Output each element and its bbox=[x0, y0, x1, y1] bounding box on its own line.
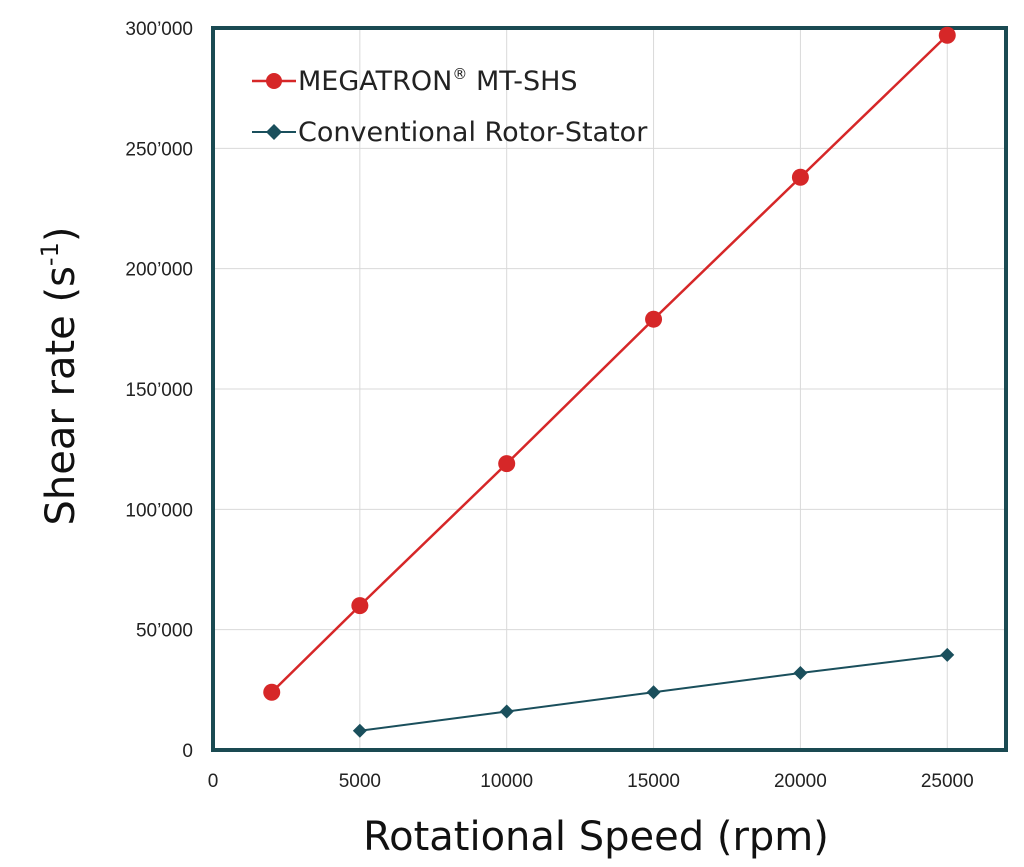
data-point bbox=[793, 665, 808, 680]
series bbox=[263, 26, 956, 738]
legend-label-megatron: MEGATRON® MT-SHS bbox=[298, 65, 578, 97]
data-point bbox=[645, 310, 663, 328]
legend-label-megatron-main: MEGATRON bbox=[298, 66, 452, 97]
legend: MEGATRON® MT-SHS Conventional Rotor-Stat… bbox=[252, 65, 648, 148]
x-axis-title: Rotational Speed (rpm) bbox=[363, 814, 829, 860]
series-1 bbox=[352, 647, 955, 738]
data-point bbox=[646, 685, 661, 700]
data-point bbox=[263, 683, 281, 701]
plot-frame bbox=[211, 26, 1008, 752]
legend-item-conventional: Conventional Rotor-Stator bbox=[252, 117, 648, 148]
legend-item-megatron: MEGATRON® MT-SHS bbox=[252, 65, 578, 97]
legend-label-megatron-superscript: ® bbox=[452, 65, 467, 83]
data-point bbox=[498, 455, 516, 473]
data-point bbox=[352, 723, 367, 738]
x-axis-ticks: 0 5000 10000 15000 20000 25000 bbox=[208, 771, 974, 792]
series-line-0 bbox=[270, 34, 949, 694]
y-tick-label: 150’000 bbox=[125, 380, 193, 401]
y-axis-title-main: Shear rate (s bbox=[38, 266, 84, 525]
x-tick-label: 25000 bbox=[921, 771, 974, 792]
legend-marker-circle bbox=[266, 73, 282, 89]
legend-label-megatron-end: MT-SHS bbox=[467, 66, 577, 97]
x-tick-label: 5000 bbox=[339, 771, 381, 792]
data-point bbox=[499, 704, 514, 719]
y-axis-title-end: ) bbox=[38, 227, 84, 243]
y-tick-label: 200’000 bbox=[125, 260, 193, 281]
y-tick-label: 100’000 bbox=[125, 500, 193, 521]
y-tick-label: 50’000 bbox=[136, 621, 193, 642]
legend-marker-diamond bbox=[266, 124, 282, 140]
x-tick-label: 20000 bbox=[774, 771, 827, 792]
y-tick-label: 300’000 bbox=[125, 19, 193, 40]
x-tick-label: 10000 bbox=[480, 771, 533, 792]
legend-label-conventional: Conventional Rotor-Stator bbox=[298, 117, 648, 148]
data-point bbox=[938, 26, 956, 44]
x-tick-label: 0 bbox=[208, 771, 219, 792]
data-point bbox=[791, 168, 809, 186]
data-point bbox=[351, 597, 369, 615]
y-axis-title: Shear rate (s-1) bbox=[36, 227, 84, 526]
y-tick-label: 250’000 bbox=[125, 139, 193, 160]
y-axis-title-superscript: -1 bbox=[36, 242, 64, 266]
y-axis-ticks: 0 50’000 100’000 150’000 200’000 250’000 300’0… bbox=[125, 19, 193, 762]
data-point bbox=[940, 647, 955, 662]
x-tick-label: 15000 bbox=[627, 771, 680, 792]
y-tick-label: 0 bbox=[182, 741, 193, 762]
series-0 bbox=[263, 26, 956, 701]
